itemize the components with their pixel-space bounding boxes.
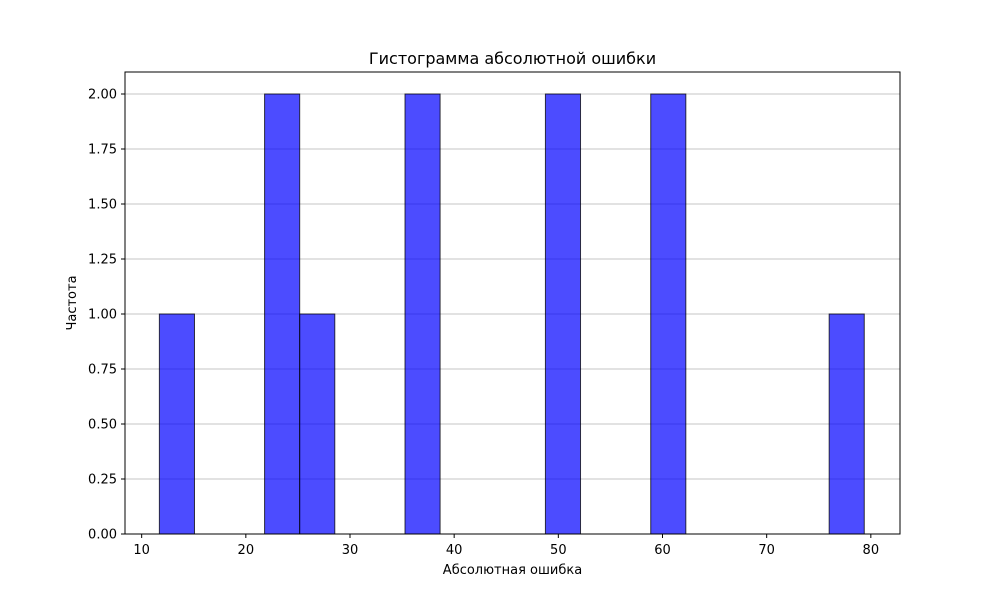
histogram-bar [650, 93, 687, 535]
x-axis-ticks: 10 20 30 40 50 60 70 80 [133, 534, 879, 558]
histogram-bar [828, 313, 865, 535]
histogram-bar [299, 313, 336, 535]
y-tick-label: 1.25 [88, 253, 117, 268]
y-tick-label: 0.75 [88, 363, 117, 378]
chart-title: Гистограмма абсолютной ошибки [369, 49, 656, 68]
x-axis-label: Абсолютная ошибка [443, 563, 582, 578]
y-tick-label: 1.00 [88, 308, 117, 323]
y-tick-label: 2.00 [88, 88, 117, 103]
histogram-bars [158, 93, 865, 535]
y-axis-label: Частота [65, 275, 80, 330]
y-tick-label: 1.50 [88, 198, 117, 213]
histogram-bar [264, 93, 301, 535]
x-tick-label: 70 [758, 543, 775, 558]
y-tick-label: 0.00 [88, 528, 117, 543]
x-tick-label: 60 [654, 543, 671, 558]
y-tick-label: 0.50 [88, 418, 117, 433]
plot-area-frame [124, 71, 901, 535]
histogram-bar [158, 313, 195, 535]
x-tick-label: 80 [863, 543, 880, 558]
x-tick-label: 40 [446, 543, 463, 558]
y-tick-label: 1.75 [88, 143, 117, 158]
x-tick-label: 50 [550, 543, 567, 558]
histogram-bar [404, 93, 441, 535]
x-tick-label: 30 [342, 543, 359, 558]
y-axis-ticks: 0.00 0.25 0.50 0.75 1.00 1.25 1.50 1.75 2.00 [88, 88, 125, 543]
x-tick-label: 20 [238, 543, 255, 558]
x-tick-label: 10 [133, 543, 150, 558]
y-tick-label: 0.25 [88, 473, 117, 488]
histogram-bar [544, 93, 582, 535]
